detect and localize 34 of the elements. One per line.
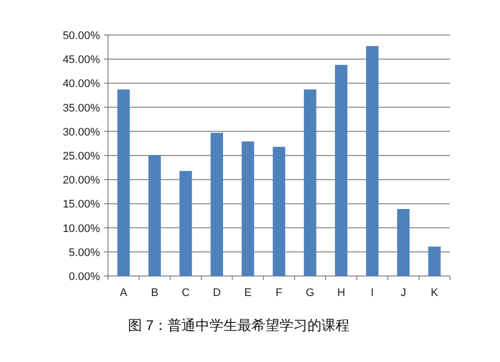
bar — [428, 246, 441, 276]
y-tick-label: 15.00% — [62, 198, 100, 211]
x-tick-label: A — [120, 287, 128, 299]
y-tick-label: 50.00% — [62, 30, 100, 42]
caption: 图 7：普通中学生最希望学习的课程 — [128, 317, 350, 333]
bar — [304, 89, 316, 276]
bar — [180, 170, 192, 276]
x-tick-label: G — [306, 287, 314, 299]
x-tick-label: C — [182, 287, 190, 299]
y-tick-label: 40.00% — [62, 78, 100, 90]
bar — [334, 64, 348, 276]
y-tick-label: 30.00% — [62, 126, 100, 138]
y-tick-label: 45.00% — [62, 54, 100, 66]
y-tick-label: 0.00% — [68, 271, 100, 283]
x-tick-label: K — [430, 287, 439, 299]
bar — [272, 146, 286, 276]
bar — [397, 209, 410, 276]
x-tick-label: F — [276, 287, 283, 299]
bar — [148, 155, 161, 276]
x-tick-label: H — [337, 287, 346, 299]
y-tick-label: 5.00% — [68, 246, 100, 259]
x-tick-label: B — [150, 287, 158, 299]
x-tick-label: D — [212, 287, 221, 299]
bar — [366, 46, 378, 276]
x-tick-label: J — [400, 287, 406, 299]
x-tick-label: I — [370, 287, 374, 299]
y-tick-label: 10.00% — [62, 222, 100, 235]
y-tick-label: 20.00% — [62, 174, 100, 187]
bar — [210, 132, 224, 276]
bar — [117, 89, 130, 276]
y-tick-label: 35.00% — [62, 102, 100, 114]
x-tick-label: E — [244, 287, 252, 299]
bar — [242, 142, 254, 276]
y-tick-label: 25.00% — [62, 150, 100, 162]
